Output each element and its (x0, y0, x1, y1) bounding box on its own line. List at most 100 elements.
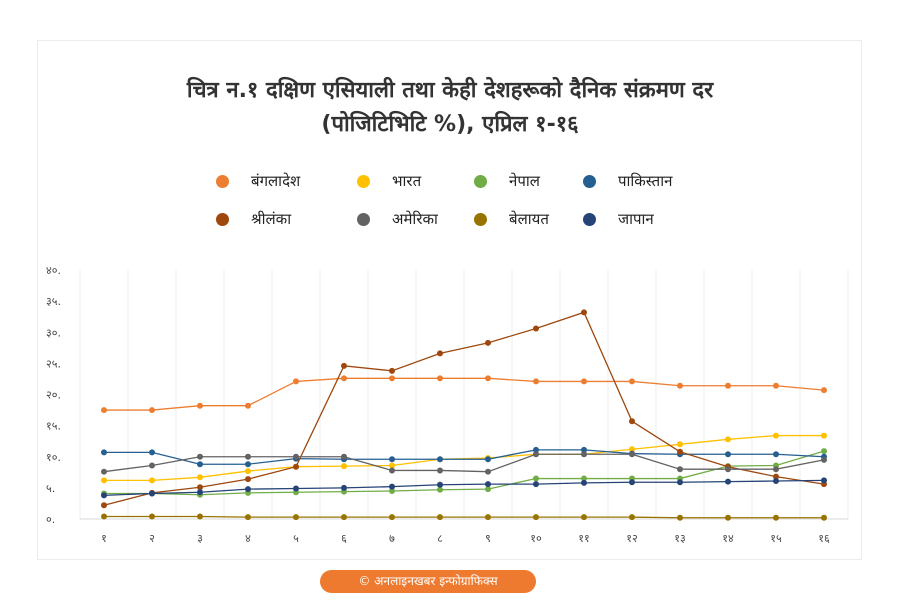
data-point (677, 448, 683, 455)
series-line (104, 377, 825, 411)
x-tick-label: ७ (389, 532, 395, 545)
x-tick-label: १५ (770, 532, 782, 545)
legend-item: अमेरिका (357, 209, 438, 229)
data-point (245, 514, 251, 521)
data-point (581, 446, 587, 453)
x-tick-label: ४ (245, 532, 251, 545)
data-point (149, 513, 155, 520)
data-point (581, 514, 587, 521)
data-point (101, 477, 107, 484)
y-tick-label: ५. (46, 482, 55, 495)
data-point (245, 476, 251, 483)
data-point (485, 486, 491, 493)
data-point (629, 418, 635, 425)
data-point (773, 514, 779, 521)
data-point (533, 514, 539, 521)
chart-card (37, 40, 862, 560)
legend-label: अमेरिका (392, 210, 438, 228)
series-line (104, 450, 825, 496)
x-tick-label: १२ (626, 532, 637, 545)
data-point (341, 362, 347, 369)
data-point (821, 456, 827, 463)
data-point (821, 514, 827, 521)
y-tick-label: १०. (46, 451, 61, 464)
legend-item: जापान (583, 209, 654, 229)
data-point (149, 407, 155, 414)
data-point (293, 378, 299, 385)
data-point (101, 468, 107, 475)
legend-marker (583, 174, 596, 188)
legend-marker (216, 174, 229, 188)
data-point (485, 375, 491, 382)
credit-badge: © अनलाइनखबर इन्फोग्राफिक्स (320, 570, 536, 593)
data-point (437, 467, 443, 474)
data-point (293, 514, 299, 521)
data-point (533, 378, 539, 385)
data-point (101, 449, 107, 456)
x-tick-label: ९ (485, 532, 491, 545)
legend-item: बंगलादेश (216, 171, 300, 191)
data-point (149, 449, 155, 456)
data-point (197, 484, 203, 491)
data-point (341, 484, 347, 491)
data-point (581, 475, 587, 482)
data-point (629, 514, 635, 521)
data-point (293, 485, 299, 492)
data-point (197, 461, 203, 468)
y-tick-label: १५. (46, 420, 61, 433)
data-point (101, 492, 107, 499)
series-line (103, 311, 825, 506)
data-point (629, 479, 635, 486)
data-point (485, 514, 491, 521)
data-point (581, 378, 587, 385)
x-tick-label: २ (149, 532, 155, 545)
x-tick-label: १३ (674, 532, 685, 545)
legend-item: पाकिस्तान (583, 171, 672, 191)
data-point (245, 402, 251, 409)
data-point (245, 468, 251, 475)
data-point (533, 451, 539, 458)
data-point (485, 456, 491, 463)
data-point (725, 382, 731, 389)
data-point (629, 378, 635, 385)
data-point (389, 467, 395, 474)
data-point (773, 432, 779, 439)
data-point (149, 490, 155, 497)
data-point (197, 513, 203, 520)
data-point (485, 339, 491, 346)
data-point (533, 325, 539, 332)
x-tick-label: १६ (818, 532, 830, 545)
data-point (773, 451, 779, 458)
data-point (389, 456, 395, 463)
data-point (101, 502, 107, 509)
data-point (725, 514, 731, 521)
x-tick-label: ३ (197, 532, 203, 545)
data-point (197, 402, 203, 409)
data-point (533, 475, 539, 482)
y-tick-label: २०. (46, 389, 61, 402)
legend-marker (216, 212, 229, 226)
data-point (197, 489, 203, 496)
data-point (533, 481, 539, 488)
legend-item: बेलायत (474, 209, 549, 229)
data-point (245, 461, 251, 468)
data-point (581, 479, 587, 486)
legend-marker (357, 174, 370, 188)
data-point (677, 441, 683, 448)
data-point (437, 375, 443, 382)
data-point (821, 448, 827, 455)
data-point (149, 462, 155, 469)
data-point (677, 382, 683, 389)
data-point (389, 375, 395, 382)
series-line (104, 515, 824, 519)
legend-label: नेपाल (509, 172, 540, 190)
y-tick-label: ०. (46, 513, 55, 526)
data-point (341, 375, 347, 382)
data-point (389, 367, 395, 374)
data-point (821, 477, 827, 484)
x-tick-label: ६ (341, 532, 347, 545)
legend-item: भारत (357, 171, 421, 191)
data-point (821, 387, 827, 394)
data-point (341, 453, 347, 460)
chart-title: चित्र न.१ दक्षिण एसियाली तथा केही देशहरू… (0, 74, 900, 142)
